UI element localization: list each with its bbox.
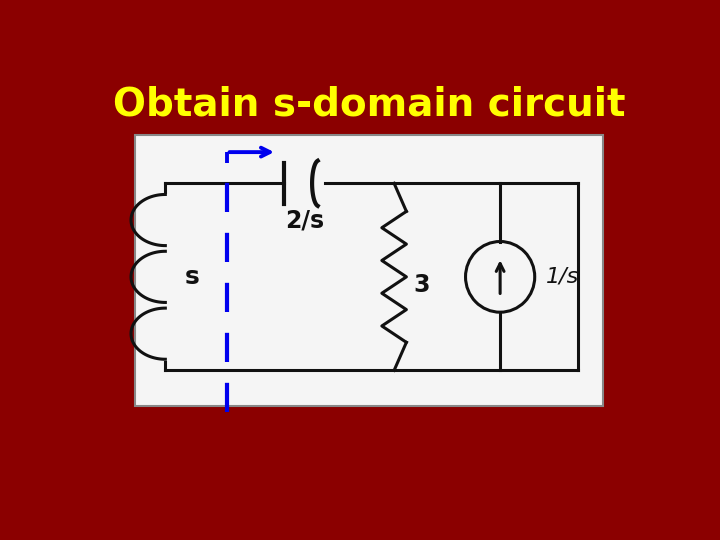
Text: 1/s: 1/s [546,267,579,287]
Text: s: s [185,265,199,289]
Text: 2/s: 2/s [285,209,325,233]
Text: Obtain s-domain circuit: Obtain s-domain circuit [113,85,625,123]
Text: 3: 3 [414,273,431,297]
Bar [135,136,603,406]
